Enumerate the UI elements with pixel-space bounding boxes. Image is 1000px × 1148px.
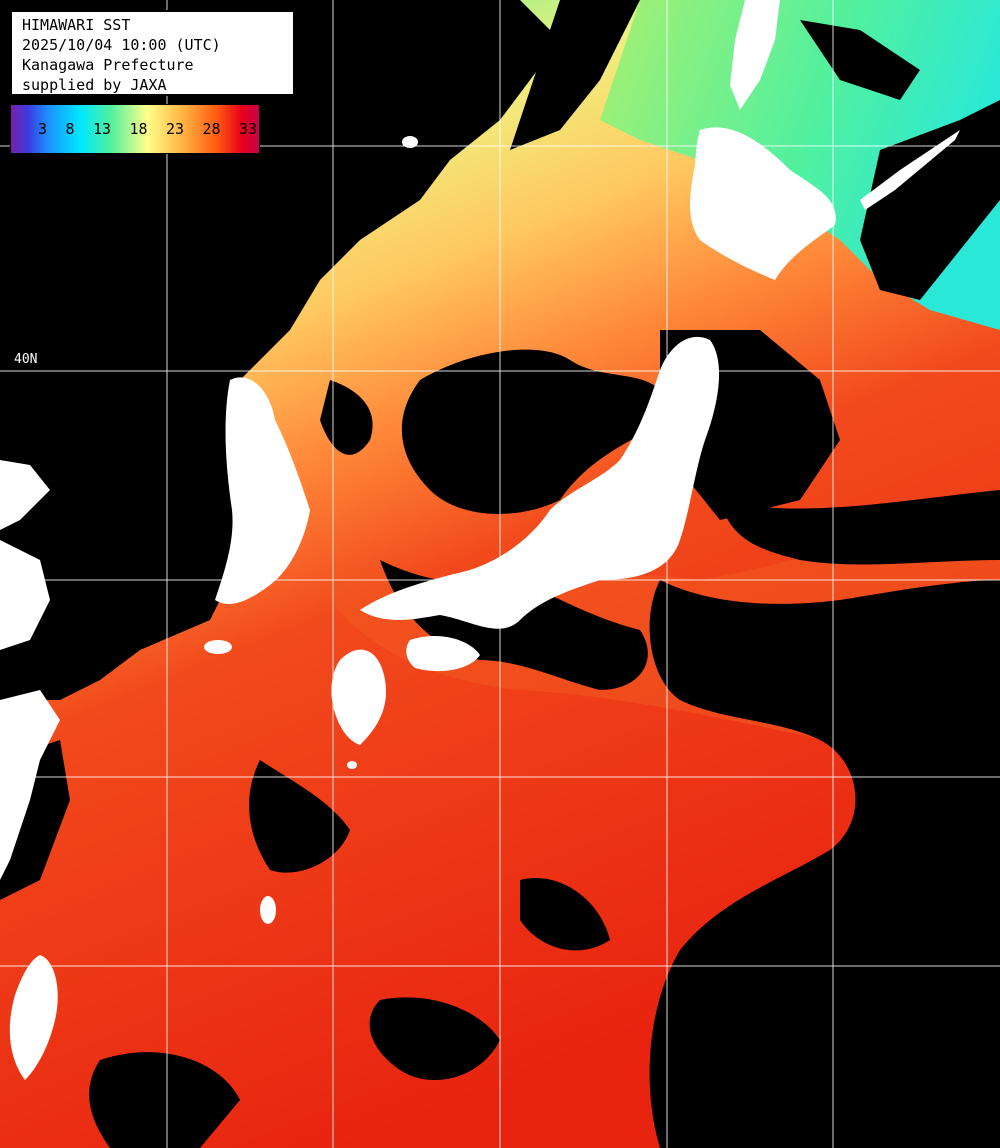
land-hokkaido (690, 127, 836, 280)
land-shandong (0, 540, 50, 650)
land-korea-peninsula (215, 377, 310, 605)
title-line-prefecture: Kanagawa Prefecture (22, 56, 194, 74)
land-honshu (360, 336, 720, 629)
land-china-east (0, 690, 60, 880)
land-kyushu (331, 649, 386, 745)
land-shikoku (406, 635, 480, 672)
title-line-product: HIMAWARI SST (22, 16, 131, 34)
title-line-datetime: 2025/10/04 10:00 (UTC) (22, 36, 221, 54)
latitude-label: 40N (14, 352, 38, 367)
legend-tick: 8 (65, 120, 75, 138)
legend-tick: 13 (92, 120, 111, 138)
legend-ticks: 3 8 13 18 23 28 33 (11, 105, 259, 153)
land-mass (0, 0, 960, 1080)
legend-tick: 3 (38, 120, 48, 138)
legend-tick: 23 (165, 120, 184, 138)
land-sakhalin (730, 0, 780, 110)
land-china-coast (0, 460, 50, 530)
legend-tick: 33 (238, 120, 257, 138)
legend-tick: 18 (129, 120, 148, 138)
temperature-color-legend: 3 8 13 18 23 28 33 (10, 104, 260, 154)
title-line-supplier: supplied by JAXA (22, 76, 167, 94)
land-kurils (860, 130, 960, 210)
land-taiwan (9, 955, 58, 1080)
title-box: HIMAWARI SST 2025/10/04 10:00 (UTC) Kana… (10, 10, 295, 96)
legend-tick: 28 (202, 120, 221, 138)
